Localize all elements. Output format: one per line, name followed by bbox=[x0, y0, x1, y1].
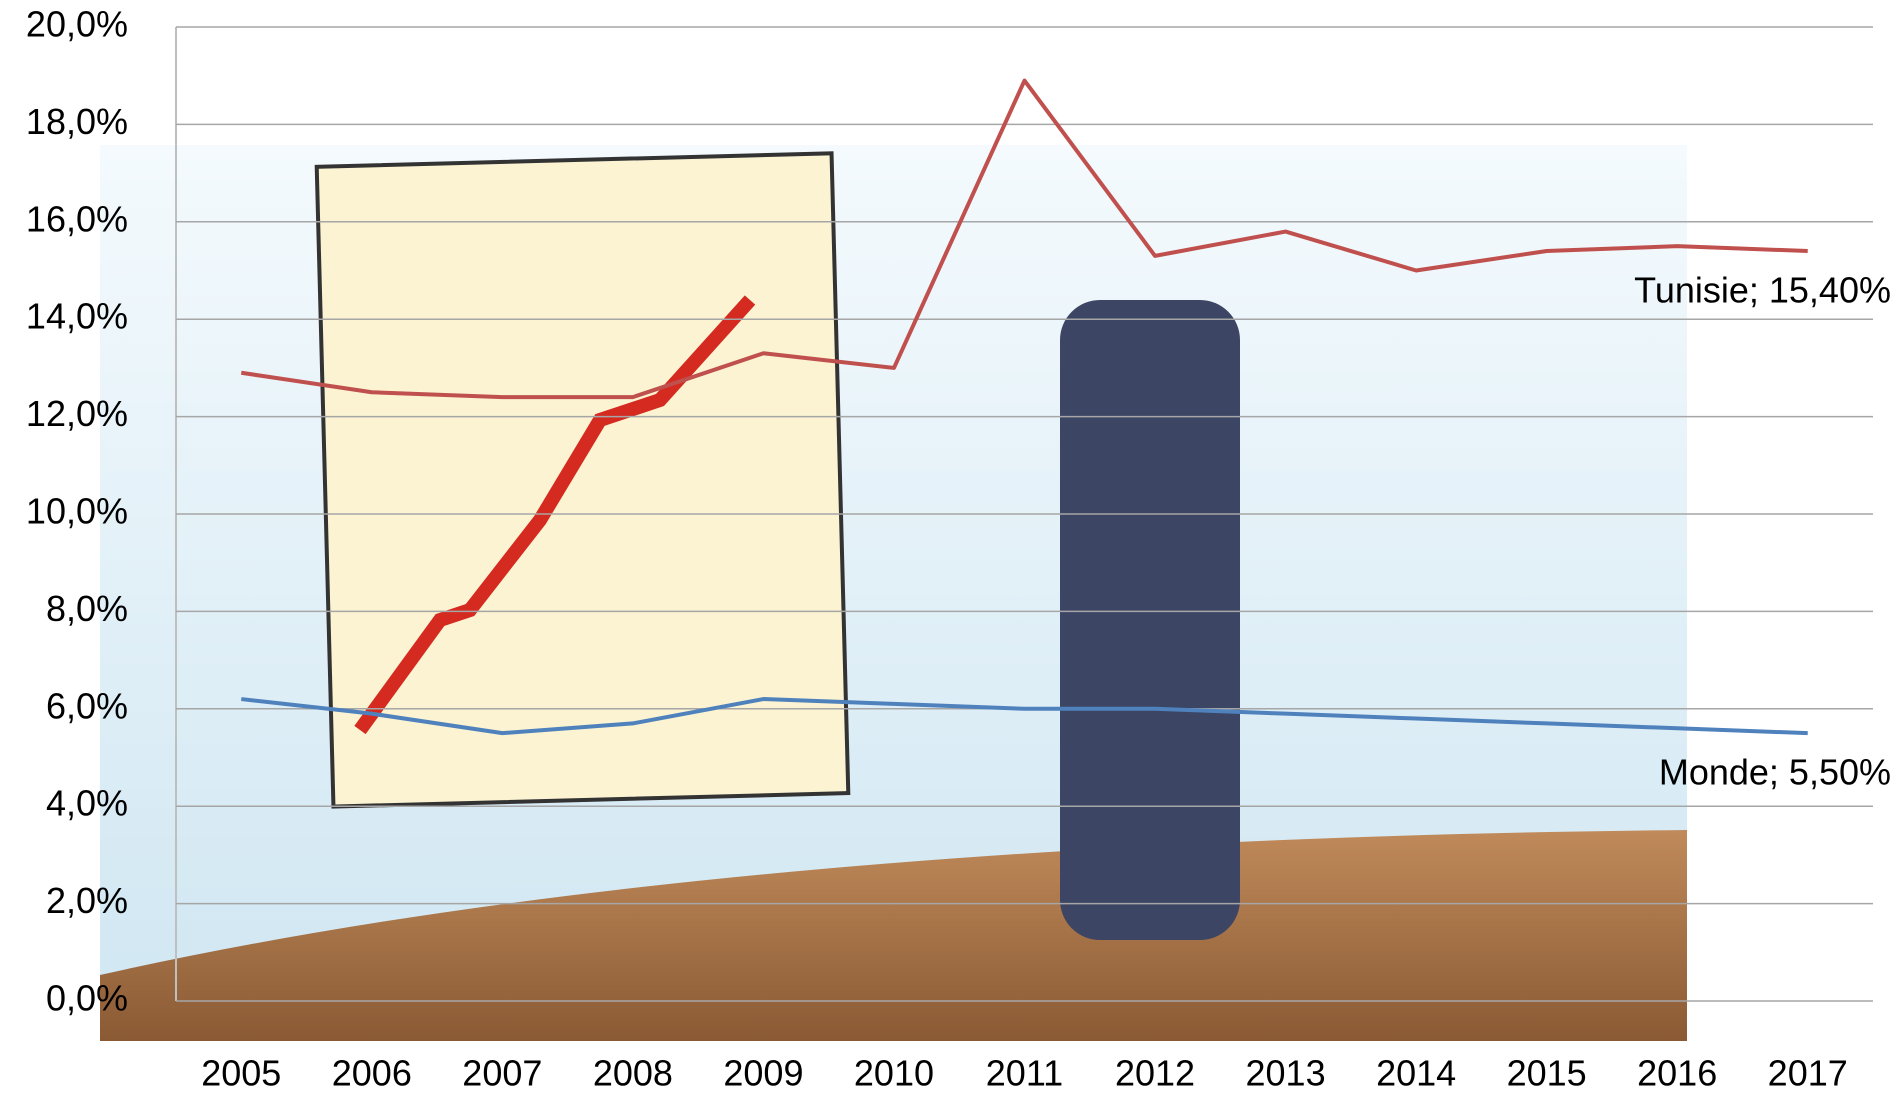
y-tick-label: 0,0% bbox=[46, 978, 128, 1019]
y-tick-label: 2,0% bbox=[46, 880, 128, 921]
figure bbox=[1060, 300, 1240, 940]
x-tick-label: 2012 bbox=[1115, 1053, 1195, 1094]
x-tick-label: 2014 bbox=[1376, 1053, 1456, 1094]
x-tick-label: 2011 bbox=[986, 1053, 1063, 1094]
y-tick-label: 6,0% bbox=[46, 685, 128, 726]
x-tick-label: 2008 bbox=[593, 1053, 673, 1094]
x-tick-label: 2007 bbox=[462, 1053, 542, 1094]
y-tick-label: 18,0% bbox=[26, 101, 128, 142]
x-tick-label: 2013 bbox=[1246, 1053, 1326, 1094]
y-tick-label: 14,0% bbox=[26, 296, 128, 337]
chart: 0,0% 2,0% 4,0% 6,0% 8,0% 10,0% 12,0% 14,0% 16,0%… bbox=[0, 0, 1899, 1099]
x-tick-label: 2005 bbox=[201, 1053, 281, 1094]
y-tick-label: 8,0% bbox=[46, 588, 128, 629]
y-tick-label: 20,0% bbox=[26, 4, 128, 45]
y-tick-label: 10,0% bbox=[26, 491, 128, 532]
data-label: Tunisie; 15,40% bbox=[1634, 270, 1891, 311]
background-illustration bbox=[100, 145, 1687, 1041]
y-tick-label: 16,0% bbox=[26, 198, 128, 239]
x-tick-label: 2010 bbox=[854, 1053, 934, 1094]
data-label: Monde; 5,50% bbox=[1659, 752, 1891, 793]
x-tick-label: 2016 bbox=[1637, 1053, 1717, 1094]
x-tick-label: 2009 bbox=[723, 1053, 803, 1094]
y-tick-label: 4,0% bbox=[46, 783, 128, 824]
x-tick-label: 2015 bbox=[1507, 1053, 1587, 1094]
x-tick-label: 2006 bbox=[332, 1053, 412, 1094]
x-tick-label: 2017 bbox=[1768, 1053, 1848, 1094]
y-tick-label: 12,0% bbox=[26, 393, 128, 434]
